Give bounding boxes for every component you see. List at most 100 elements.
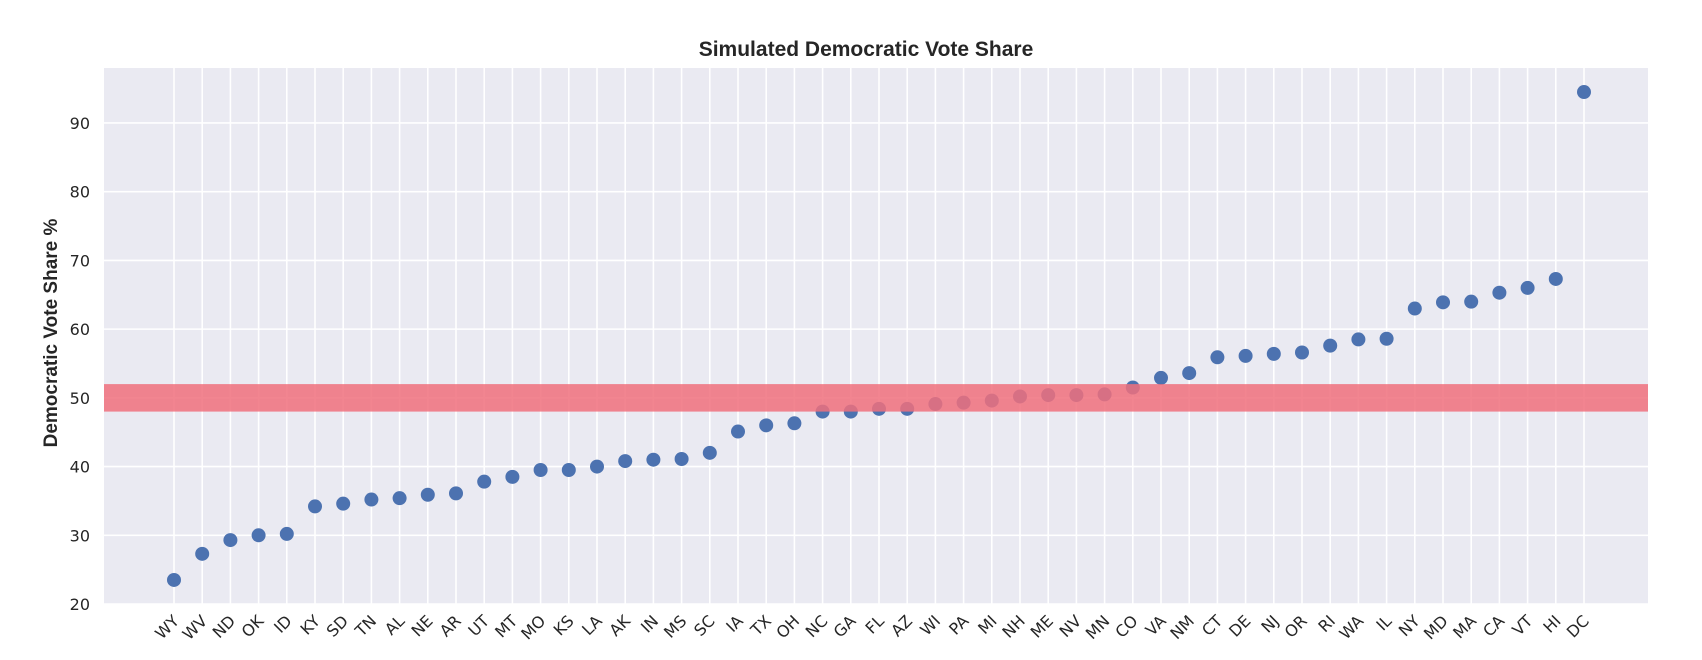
data-point-KS bbox=[561, 463, 576, 477]
data-point-ID bbox=[279, 526, 294, 541]
x-tick-label-NY: NY bbox=[1395, 611, 1424, 640]
data-point-CT bbox=[1210, 350, 1225, 365]
data-point-WY bbox=[167, 572, 181, 587]
x-tick-label-GA: GA bbox=[830, 611, 860, 641]
x-tick-label-MD: MD bbox=[1420, 611, 1452, 643]
x-tick-label-DC: DC bbox=[1563, 611, 1593, 641]
x-tick-label-CO: CO bbox=[1111, 611, 1141, 641]
data-point-SD bbox=[336, 496, 351, 511]
x-tick-label-VT: VT bbox=[1508, 611, 1536, 639]
x-tick-label-IL: IL bbox=[1372, 611, 1395, 634]
x-tick-label-MN: MN bbox=[1082, 611, 1114, 643]
x-tick-label-AZ: AZ bbox=[887, 611, 916, 640]
data-point-MS bbox=[674, 452, 689, 467]
x-tick-label-MS: MS bbox=[660, 611, 690, 641]
y-tick-label: 40 bbox=[70, 458, 90, 477]
data-point-MO bbox=[533, 463, 548, 477]
data-point-IA bbox=[731, 424, 745, 439]
x-tick-label-ND: ND bbox=[209, 611, 240, 642]
data-point-SC bbox=[702, 445, 717, 460]
x-tick-label-HI: HI bbox=[1539, 611, 1564, 636]
y-tick-label: 70 bbox=[70, 251, 90, 270]
x-tick-label-OH: OH bbox=[772, 611, 803, 642]
x-tick-label-NE: NE bbox=[408, 611, 437, 640]
data-point-AK bbox=[618, 454, 633, 469]
x-tick-label-OK: OK bbox=[238, 611, 268, 641]
x-tick-label-MA: MA bbox=[1449, 611, 1480, 642]
data-point-OH bbox=[787, 416, 802, 431]
plot-background bbox=[104, 68, 1648, 604]
x-tick-label-MO: MO bbox=[517, 611, 549, 643]
data-point-HI bbox=[1548, 271, 1563, 286]
data-point-DE bbox=[1238, 348, 1253, 363]
data-point-IN bbox=[646, 452, 661, 467]
data-point-NY bbox=[1407, 301, 1422, 316]
x-tick-label-NC: NC bbox=[802, 611, 832, 641]
x-tick-label-WY: WY bbox=[151, 611, 183, 643]
data-point-OK bbox=[251, 528, 266, 543]
x-tick-label-PA: PA bbox=[945, 611, 972, 638]
data-point-UT bbox=[477, 474, 492, 489]
data-point-AR bbox=[449, 486, 463, 501]
data-point-DC bbox=[1577, 85, 1591, 100]
data-point-NJ bbox=[1266, 346, 1281, 361]
x-tick-label-NH: NH bbox=[998, 611, 1028, 641]
x-tick-label-TX: TX bbox=[746, 611, 775, 640]
y-axis-label: Democratic Vote Share % bbox=[41, 219, 62, 448]
x-tick-label-SC: SC bbox=[690, 611, 719, 640]
y-tick-label: 50 bbox=[70, 389, 90, 408]
data-point-VA bbox=[1154, 370, 1168, 385]
data-point-ND bbox=[223, 533, 238, 548]
data-point-VT bbox=[1520, 280, 1535, 295]
data-point-RI bbox=[1323, 338, 1338, 353]
y-tick-label: 60 bbox=[70, 320, 90, 339]
x-tick-label-UT: UT bbox=[464, 611, 493, 640]
data-point-NM bbox=[1182, 366, 1197, 381]
x-tick-label-NM: NM bbox=[1166, 611, 1198, 643]
x-tick-label-KS: KS bbox=[550, 611, 578, 639]
data-point-NE bbox=[420, 487, 435, 502]
x-tick-label-WV: WV bbox=[179, 611, 211, 643]
data-point-IL bbox=[1379, 331, 1394, 346]
data-point-TX bbox=[759, 418, 774, 433]
y-tick-label: 20 bbox=[70, 595, 90, 614]
x-tick-label-CT: CT bbox=[1198, 611, 1226, 639]
data-point-MD bbox=[1436, 295, 1450, 310]
x-tick-label-TN: TN bbox=[351, 611, 381, 641]
x-tick-label-AL: AL bbox=[381, 611, 409, 639]
x-tick-label-VA: VA bbox=[1142, 611, 1170, 639]
y-tick-label: 90 bbox=[70, 114, 90, 133]
x-tick-label-IN: IN bbox=[637, 611, 662, 636]
x-tick-label-AR: AR bbox=[436, 611, 465, 640]
tossup-band bbox=[104, 384, 1648, 412]
data-point-OR bbox=[1295, 345, 1309, 360]
chart-title: Simulated Democratic Vote Share bbox=[699, 38, 1034, 61]
data-point-LA bbox=[590, 459, 604, 474]
x-tick-label-LA: LA bbox=[578, 611, 606, 639]
data-point-WV bbox=[195, 546, 210, 561]
x-tick-label-KY: KY bbox=[296, 611, 324, 639]
data-point-CA bbox=[1492, 285, 1507, 300]
data-point-TN bbox=[364, 492, 379, 507]
y-tick-label: 80 bbox=[70, 183, 90, 202]
data-point-KY bbox=[308, 499, 322, 514]
x-tick-label-NV: NV bbox=[1056, 611, 1086, 641]
y-tick-label: 30 bbox=[70, 526, 90, 545]
x-tick-label-CA: CA bbox=[1479, 611, 1508, 640]
x-tick-label-WA: WA bbox=[1335, 611, 1367, 643]
x-tick-label-ME: ME bbox=[1027, 611, 1057, 641]
x-tick-label-DE: DE bbox=[1225, 611, 1254, 640]
x-tick-label-SD: SD bbox=[323, 611, 352, 640]
x-tick-label-RI: RI bbox=[1314, 611, 1339, 636]
data-point-MA bbox=[1464, 294, 1479, 309]
x-tick-label-OR: OR bbox=[1281, 611, 1311, 641]
x-tick-label-AK: AK bbox=[605, 611, 634, 640]
x-tick-label-MT: MT bbox=[491, 611, 521, 641]
x-tick-label-ID: ID bbox=[270, 611, 295, 636]
data-point-AL bbox=[392, 491, 407, 506]
data-point-WA bbox=[1351, 332, 1366, 347]
x-tick-label-MI: MI bbox=[974, 611, 1001, 638]
x-tick-label-NJ: NJ bbox=[1257, 611, 1282, 636]
